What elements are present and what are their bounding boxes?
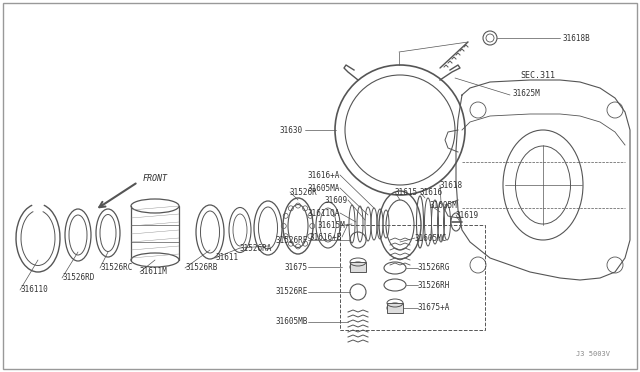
- Text: 316110: 316110: [20, 285, 48, 295]
- Text: 31618: 31618: [440, 180, 463, 189]
- Text: 31611M: 31611M: [140, 267, 168, 276]
- Text: 31526R: 31526R: [290, 187, 317, 196]
- Bar: [350, 262, 366, 272]
- Text: 31615: 31615: [395, 187, 418, 196]
- Text: 31605M: 31605M: [430, 201, 458, 209]
- Text: 31526RC: 31526RC: [100, 263, 132, 273]
- Text: 31616+A: 31616+A: [308, 170, 340, 180]
- Text: 31611QA: 31611QA: [308, 208, 340, 218]
- Text: 31605MA: 31605MA: [308, 183, 340, 192]
- Bar: [340, 225, 485, 330]
- Text: 31615M: 31615M: [317, 221, 345, 230]
- Text: 31630: 31630: [280, 125, 303, 135]
- Text: 31611: 31611: [215, 253, 238, 263]
- Text: 31625M: 31625M: [513, 89, 541, 97]
- Text: 31605MC: 31605MC: [415, 234, 447, 243]
- Text: 31618B: 31618B: [563, 33, 591, 42]
- Text: 31526RA: 31526RA: [240, 244, 273, 253]
- Text: SEC.311: SEC.311: [520, 71, 555, 80]
- Text: FRONT: FRONT: [143, 173, 168, 183]
- Text: 31526RG: 31526RG: [418, 263, 451, 273]
- Text: 31526RE: 31526RE: [276, 288, 308, 296]
- Text: 31609: 31609: [325, 196, 348, 205]
- Text: 31526RD: 31526RD: [62, 273, 94, 282]
- Text: 31619: 31619: [456, 211, 479, 219]
- Text: 31526RB: 31526RB: [185, 263, 218, 273]
- Text: 31605MB: 31605MB: [276, 317, 308, 327]
- Text: 31675+A: 31675+A: [418, 304, 451, 312]
- Text: 31526RH: 31526RH: [418, 280, 451, 289]
- Text: 31616: 31616: [420, 187, 443, 196]
- Text: 31616+B: 31616+B: [310, 232, 342, 241]
- Text: J3 5003V: J3 5003V: [576, 351, 610, 357]
- Text: 31526RF: 31526RF: [276, 235, 308, 244]
- Text: 31675: 31675: [285, 263, 308, 272]
- Bar: [387, 303, 403, 313]
